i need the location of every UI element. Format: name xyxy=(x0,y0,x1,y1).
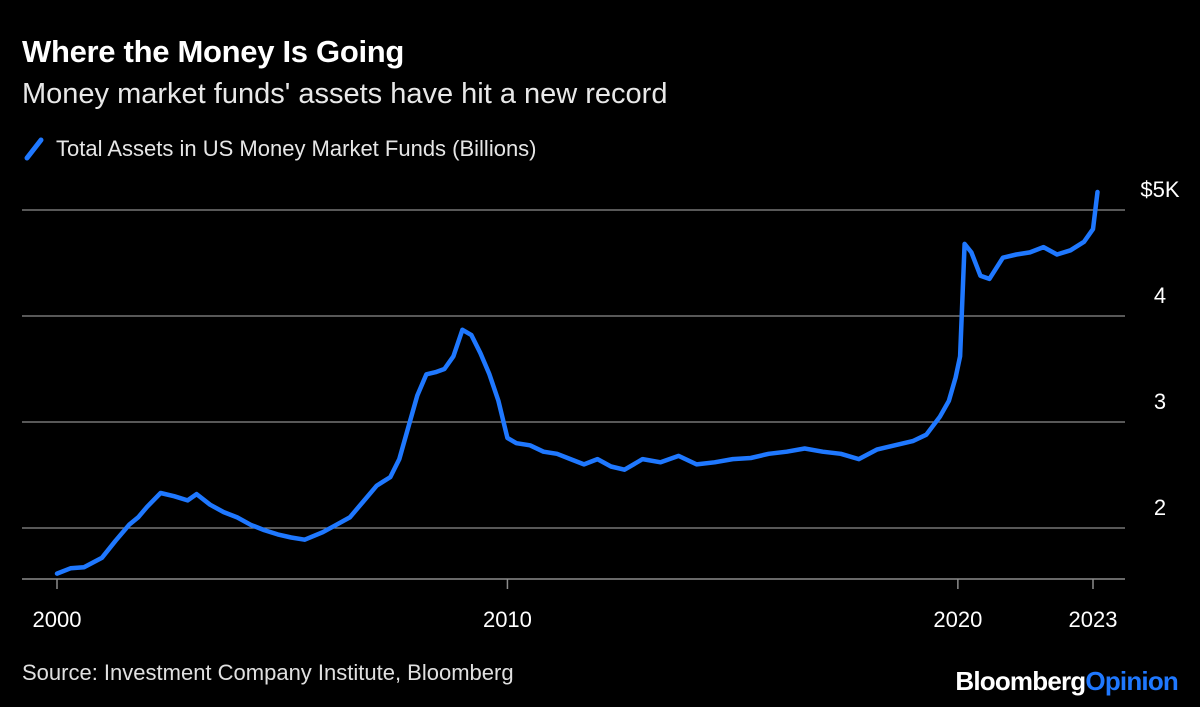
legend-swatch-icon xyxy=(24,137,44,161)
y-tick-label: 2 xyxy=(1154,495,1166,520)
brand-primary: Bloomberg xyxy=(955,666,1086,696)
y-tick-label: $5K xyxy=(1140,177,1179,202)
x-tick-label: 2023 xyxy=(1069,607,1118,632)
brand-logo: BloombergOpinion xyxy=(955,666,1178,697)
chart-subtitle: Money market funds' assets have hit a ne… xyxy=(22,78,668,110)
x-tick-label: 2000 xyxy=(33,607,82,632)
brand-secondary: Opinion xyxy=(1085,666,1178,696)
chart-title: Where the Money Is Going xyxy=(22,34,405,69)
legend-label: Total Assets in US Money Market Funds (B… xyxy=(56,136,537,161)
chart-legend: Total Assets in US Money Market Funds (B… xyxy=(24,136,537,162)
y-tick-label: 3 xyxy=(1154,389,1166,414)
x-tick-label: 2020 xyxy=(933,607,982,632)
x-tick-label: 2010 xyxy=(483,607,532,632)
y-tick-label: 4 xyxy=(1154,283,1166,308)
source-note: Source: Investment Company Institute, Bl… xyxy=(22,660,514,685)
series-line xyxy=(54,189,1100,576)
